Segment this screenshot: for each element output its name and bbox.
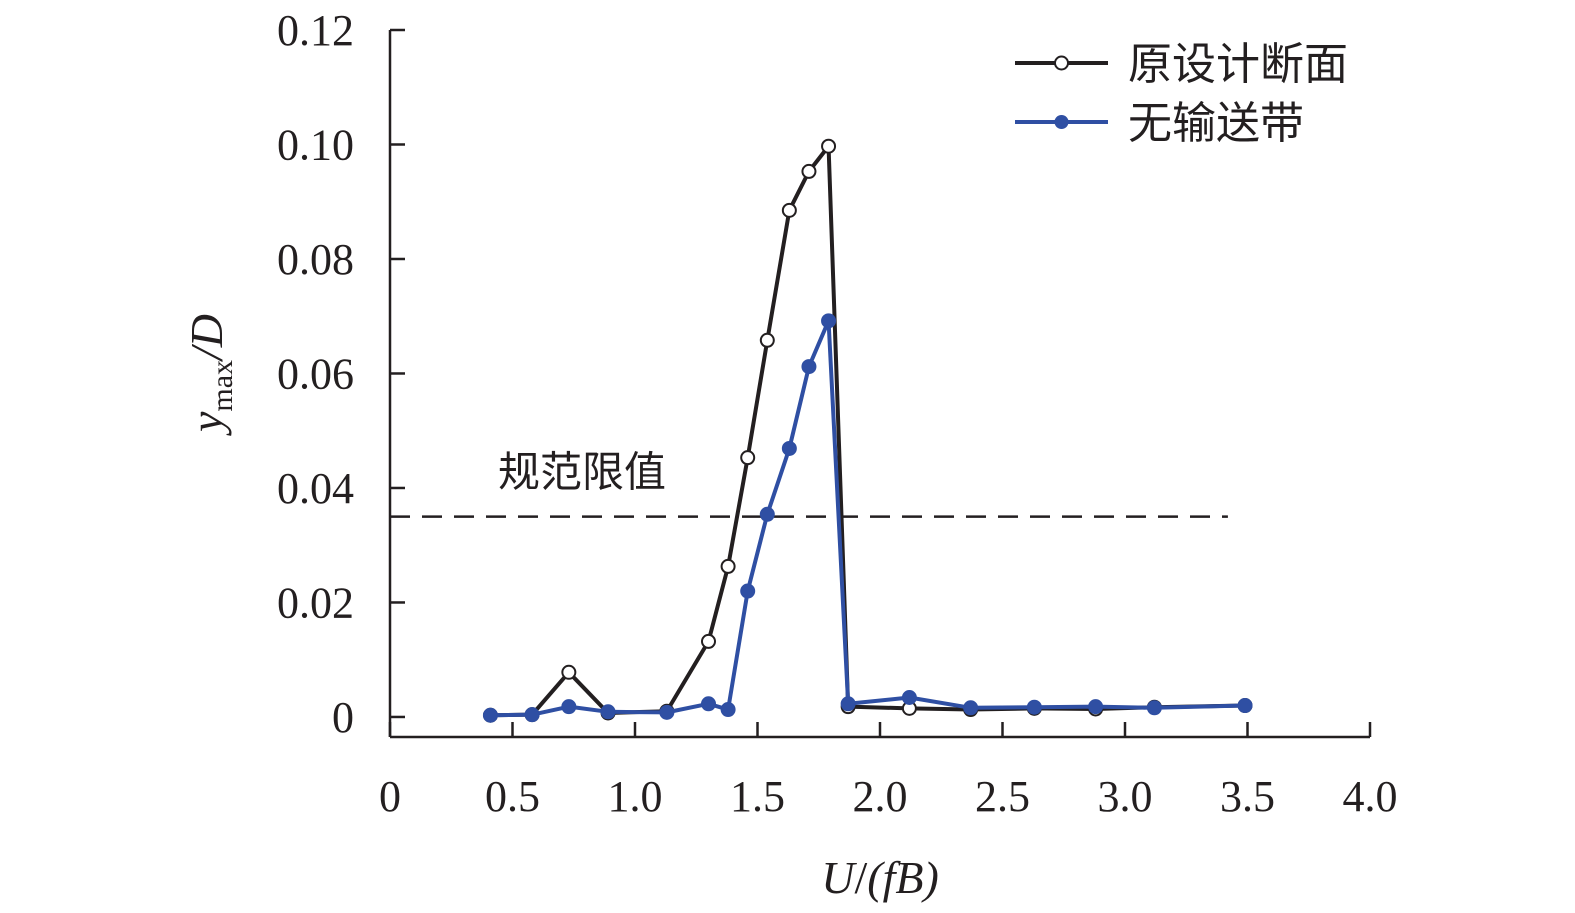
y-axis-title-subscript: max [206, 360, 239, 412]
x-tick-label: 1.0 [608, 772, 663, 821]
y-axis-title-rest: /D [181, 314, 232, 363]
series-line [490, 144, 1246, 718]
legend-entry-1: 原设计断面 [1015, 39, 1348, 90]
data-point [482, 707, 498, 723]
axes: 0 0.02 0.04 0.06 0.08 0.10 0.12 0 0.5 1.0 1.5 2.0 2.… [277, 6, 1398, 821]
data-point [821, 313, 837, 329]
x-tick-label: 3.5 [1220, 772, 1275, 821]
data-point [759, 506, 775, 522]
data-point [821, 138, 837, 154]
y-tick-label: 0 [332, 693, 354, 742]
data-point [1237, 698, 1253, 714]
y-tick-label: 0.10 [277, 120, 354, 169]
data-point [1088, 699, 1104, 715]
data-point [701, 696, 716, 712]
x-tick-label: 0 [379, 772, 401, 821]
data-point [781, 202, 797, 218]
data-point [801, 359, 817, 375]
data-point [1026, 699, 1042, 715]
x-tick-label: 1.5 [730, 772, 785, 821]
y-tick-label: 0.12 [277, 6, 354, 55]
legend-entry-2: 无输送带 [1015, 98, 1304, 149]
y-tick-label: 0.08 [277, 235, 354, 284]
y-axis-title: ymax/D [181, 314, 239, 436]
x-tick-label: 2.5 [975, 772, 1030, 821]
data-point [561, 664, 577, 680]
y-axis-title-var: y [181, 411, 232, 436]
y-tick-label: 0.06 [277, 349, 354, 398]
reference-line-label: 规范限值 [498, 448, 666, 497]
data-point [561, 699, 577, 715]
x-tick-label: 0.5 [485, 772, 540, 821]
y-tick-label: 0.02 [277, 578, 354, 627]
legend-marker [1054, 115, 1069, 129]
axis-titles: U/(fB) ymax/D [181, 314, 939, 903]
data-point [759, 332, 775, 348]
data-point [801, 163, 817, 179]
data-point [781, 440, 797, 456]
data-point [600, 704, 616, 720]
x-axis-title: U/(fB) [821, 852, 939, 903]
data-point [901, 689, 917, 705]
x-tick-label: 2.0 [853, 772, 908, 821]
legend-marker [1054, 55, 1069, 71]
x-axis-title-slash: / [854, 852, 867, 903]
data-point [701, 633, 716, 649]
data-point [1146, 700, 1162, 716]
series-group [482, 138, 1253, 723]
data-point [840, 696, 856, 712]
data-point [524, 707, 540, 723]
data-point [740, 450, 756, 466]
series-2 [482, 313, 1253, 723]
x-tick-label: 4.0 [1343, 772, 1398, 821]
x-tick-label: 3.0 [1098, 772, 1153, 821]
legend-label: 无输送带 [1128, 98, 1304, 149]
x-axis-title-var: U [821, 852, 857, 903]
series-line [490, 318, 1246, 718]
legend-label: 原设计断面 [1128, 39, 1348, 90]
data-point [659, 704, 675, 720]
data-point [720, 702, 736, 718]
data-point [963, 700, 979, 716]
series-1 [482, 138, 1253, 723]
reference-line-group: 规范限值 [390, 448, 1228, 518]
y-tick-label: 0.04 [277, 464, 354, 513]
data-point [740, 583, 756, 599]
x-axis-title-denominator: (fB) [867, 852, 939, 903]
data-point [720, 558, 736, 574]
